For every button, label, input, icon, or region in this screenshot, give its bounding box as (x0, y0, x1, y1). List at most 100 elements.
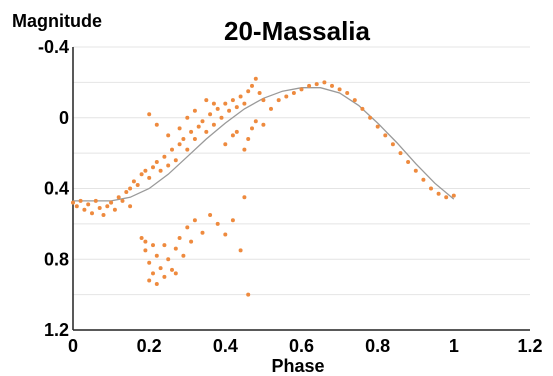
data-point (451, 193, 456, 198)
data-point (242, 101, 247, 106)
data-point (181, 253, 186, 258)
data-point (215, 106, 220, 111)
data-point (444, 195, 449, 200)
data-point (173, 158, 178, 163)
y-tick-label: 0.4 (44, 179, 69, 199)
data-point (90, 211, 94, 216)
data-point (196, 124, 201, 129)
data-point (215, 221, 220, 226)
data-point (261, 98, 266, 103)
data-point (151, 165, 155, 170)
data-point (375, 124, 380, 129)
data-point (170, 267, 174, 272)
data-point (413, 168, 418, 173)
data-point (368, 115, 373, 120)
data-point (242, 147, 247, 152)
data-point (200, 230, 205, 235)
data-point (234, 129, 239, 134)
data-point (147, 175, 152, 180)
data-point (109, 200, 114, 205)
data-point (71, 200, 75, 205)
data-point (398, 151, 403, 156)
data-point (154, 282, 159, 286)
data-point (246, 292, 251, 297)
data-point (158, 168, 163, 173)
data-point (223, 142, 228, 147)
data-point (185, 225, 190, 230)
data-point (192, 108, 197, 113)
data-point (330, 83, 334, 88)
data-point (234, 105, 239, 110)
data-point (200, 119, 205, 124)
data-point (166, 133, 171, 138)
data-point (147, 112, 152, 117)
fit-curve-layer (73, 87, 455, 202)
data-point (185, 115, 190, 120)
data-point (250, 126, 254, 131)
data-point (421, 177, 426, 182)
data-point (151, 243, 155, 248)
data-point (166, 163, 171, 168)
data-point (105, 204, 110, 209)
y-tick-label: 0.8 (44, 249, 69, 269)
data-point (143, 239, 148, 244)
y-tick-label: -0.4 (38, 37, 69, 57)
data-point (131, 179, 136, 184)
data-point (147, 260, 152, 265)
data-point (170, 147, 174, 152)
data-point (147, 278, 152, 283)
data-point (246, 137, 251, 141)
data-point (78, 198, 83, 203)
data-point (82, 207, 87, 212)
x-tick-label: 0 (68, 336, 78, 356)
data-point (223, 232, 228, 237)
data-point (173, 271, 178, 276)
data-point (250, 83, 254, 88)
axis-layer (72, 47, 530, 331)
data-point (143, 168, 148, 173)
data-point (276, 98, 281, 103)
data-point (185, 147, 190, 152)
x-tick-label: 0.8 (365, 336, 390, 356)
data-point (74, 204, 79, 209)
x-axis-title: Phase (271, 356, 324, 376)
data-point (390, 142, 395, 147)
data-point (219, 115, 224, 120)
data-point (284, 94, 289, 99)
data-point (406, 160, 411, 164)
data-point (211, 122, 216, 127)
x-tick-label: 1 (449, 336, 459, 356)
data-point (307, 83, 312, 88)
data-point (204, 129, 209, 134)
data-point (352, 98, 357, 103)
data-point (192, 218, 197, 223)
data-point (230, 133, 235, 138)
data-point (181, 137, 186, 141)
data-point (166, 257, 171, 262)
data-point (238, 248, 243, 253)
data-point (139, 172, 144, 177)
x-tick-label: 0.2 (137, 336, 162, 356)
data-point (135, 183, 140, 187)
chart-title: 20-Massalia (224, 16, 371, 46)
data-point (101, 213, 106, 217)
y-tick-label: 0 (59, 108, 69, 128)
data-point (162, 154, 167, 159)
x-tick-label: 0.6 (289, 336, 314, 356)
data-point (242, 195, 247, 200)
data-point (208, 213, 213, 217)
data-point (154, 160, 159, 164)
data-point (177, 236, 182, 240)
data-point (154, 253, 159, 258)
data-point (189, 129, 194, 134)
data-point (86, 202, 91, 207)
data-point (208, 112, 213, 117)
data-point (257, 91, 262, 95)
data-point (177, 126, 182, 131)
data-point (116, 195, 121, 200)
data-point (177, 142, 182, 147)
data-point (360, 106, 365, 111)
data-point (230, 218, 235, 223)
data-point (128, 186, 133, 191)
